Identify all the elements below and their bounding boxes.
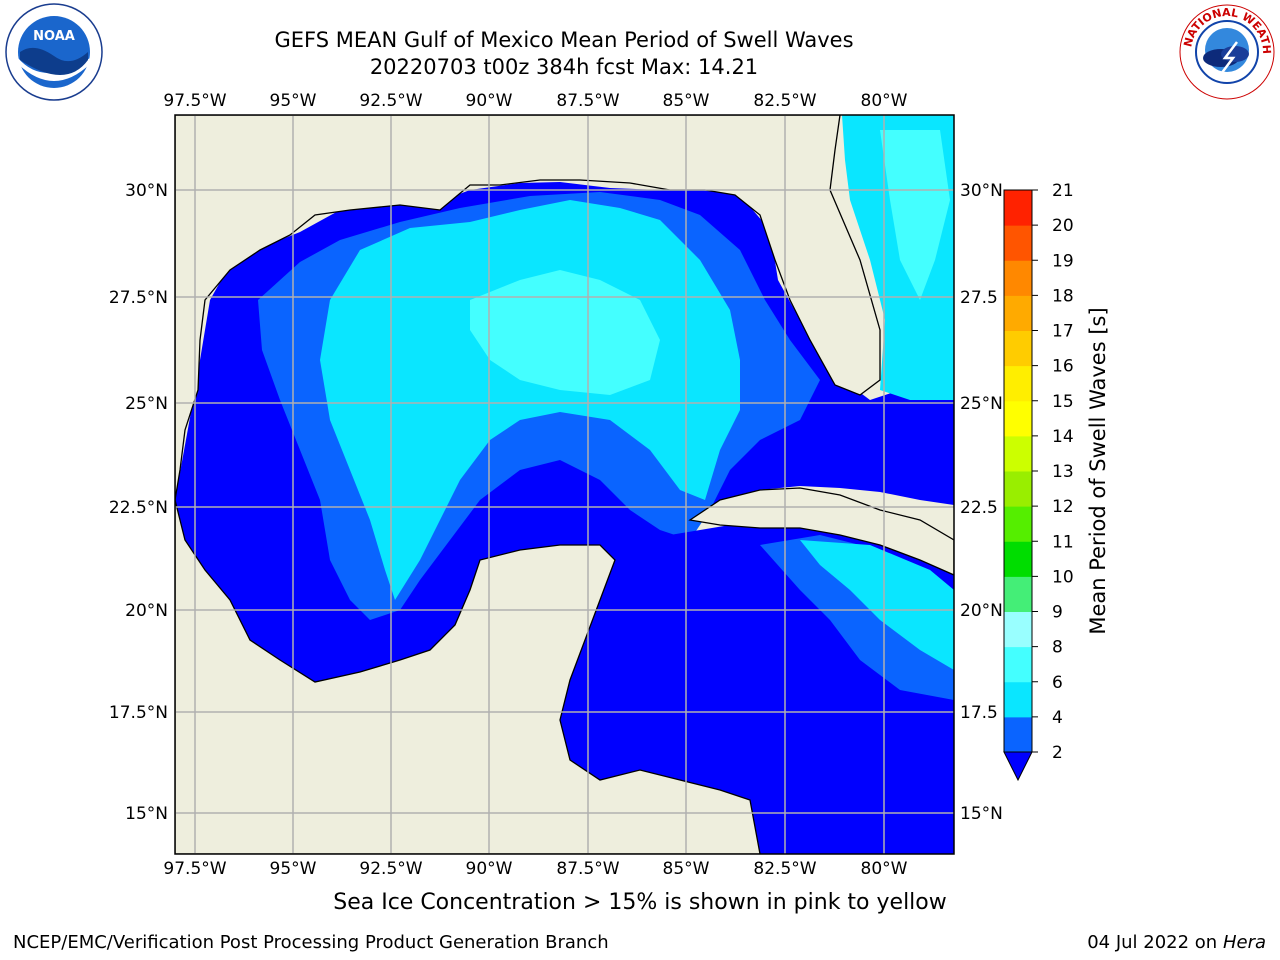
- lon-label-top: 80°W: [861, 91, 908, 111]
- lon-label-bottom: 92.5°W: [359, 859, 422, 879]
- lon-label-bottom: 87.5°W: [556, 859, 619, 879]
- colorbar-segment: [1004, 295, 1032, 331]
- colorbar-segment: [1004, 646, 1032, 683]
- colorbar-tick-label: 20: [1052, 216, 1074, 236]
- colorbar-segment: [1004, 681, 1032, 718]
- footer-machine: Hera: [1222, 932, 1266, 953]
- lat-label-left: 20°N: [125, 601, 168, 621]
- gulf-swell-6-8s: [470, 270, 660, 395]
- land-cuba: [688, 487, 954, 576]
- footer-date: 04 Jul 2022 on Hera: [1087, 932, 1266, 953]
- colorbar-segment: [1004, 190, 1032, 226]
- lon-label-top: 97.5°W: [163, 91, 226, 111]
- lat-label-right: 27.5: [960, 288, 998, 308]
- noaa-logo-text: NOAA: [33, 29, 75, 44]
- colorbar-segment: [1004, 330, 1032, 367]
- lon-label-top: 87.5°W: [556, 91, 619, 111]
- colorbar-tick-label: 8: [1052, 638, 1063, 658]
- lon-label-bottom: 97.5°W: [163, 859, 226, 879]
- lon-label-top: 82.5°W: [753, 91, 816, 111]
- map-frame: [174, 114, 955, 855]
- lat-label-right: 15°N: [960, 804, 1003, 824]
- noaa-logo: NOAA: [5, 3, 103, 101]
- colorbar-tick-label: 10: [1052, 567, 1074, 587]
- colorbar-tick-label: 18: [1052, 286, 1074, 306]
- land-mexico: [175, 499, 761, 854]
- colorbar-segment: [1004, 611, 1032, 648]
- colorbar-tick-label: 6: [1052, 673, 1063, 693]
- lat-label-right: 25°N: [960, 394, 1003, 414]
- colorbar-tick-label: 12: [1052, 497, 1074, 517]
- colorbar-segment: [1004, 400, 1032, 437]
- colorbar-segment: [1004, 471, 1032, 507]
- colorbar-tick-label: 4: [1052, 708, 1063, 728]
- colorbar: 2 4 6 8 9 10 11 12 13 14 15 16 17 18 19 20 21: [1003, 181, 1074, 782]
- colorbar-segment: [1004, 435, 1032, 472]
- map-plot-area: [175, 115, 954, 854]
- lat-label-left: 25°N: [125, 394, 168, 414]
- map-title-line1: GEFS MEAN Gulf of Mexico Mean Period of …: [274, 28, 854, 52]
- atlantic-swell-6-8s: [880, 130, 950, 300]
- lat-labels-left: 30°N 27.5°N 25°N 22.5°N 20°N 17.5°N 15°N: [109, 181, 168, 824]
- lat-labels-right: 30°N 27.5 25°N 22.5 20°N 17.5 15°N: [960, 181, 1003, 824]
- lon-label-top: 92.5°W: [359, 91, 422, 111]
- lon-labels-bottom: 97.5°W 95°W 92.5°W 90°W 87.5°W 85°W 82.5…: [163, 859, 907, 879]
- nws-logo: NATIONAL WEATHER SERVICE: [1177, 2, 1275, 100]
- colorbar-segment: [1004, 576, 1032, 612]
- colorbar-tick-label: 15: [1052, 392, 1074, 412]
- lat-label-left: 30°N: [125, 181, 168, 201]
- colorbar-label: Mean Period of Swell Waves [s]: [1086, 307, 1110, 634]
- lon-label-top: 90°W: [466, 91, 513, 111]
- colorbar-tick-label: 2: [1052, 743, 1063, 763]
- lon-label-bottom: 80°W: [861, 859, 908, 879]
- land-north-america: [175, 115, 881, 501]
- lon-label-bottom: 90°W: [466, 859, 513, 879]
- colorbar-tick-label: 9: [1052, 603, 1063, 623]
- colorbar-segment: [1004, 541, 1032, 577]
- colorbar-tick-label: 11: [1052, 532, 1074, 552]
- lat-label-left: 17.5°N: [109, 703, 168, 723]
- map-graticule: [175, 115, 954, 854]
- lon-label-top: 95°W: [270, 91, 317, 111]
- colorbar-segment: [1004, 716, 1032, 753]
- lon-label-bottom: 82.5°W: [753, 859, 816, 879]
- lat-label-left: 22.5°N: [109, 498, 168, 518]
- colorbar-tick-label: 13: [1052, 462, 1074, 482]
- lat-label-right: 20°N: [960, 601, 1003, 621]
- lat-label-right: 22.5: [960, 498, 998, 518]
- lat-label-right: 17.5: [960, 703, 998, 723]
- lon-label-top: 85°W: [663, 91, 710, 111]
- lon-label-bottom: 95°W: [270, 859, 317, 879]
- colorbar-segment: [1004, 260, 1032, 296]
- colorbar-tick-label: 21: [1052, 181, 1074, 201]
- lat-label-left: 15°N: [125, 804, 168, 824]
- map-title-line2: 20220703 t00z 384h fcst Max: 14.21: [369, 55, 759, 79]
- sea-ice-note: Sea Ice Concentration > 15% is shown in …: [333, 890, 947, 915]
- footer-date-text: 04 Jul 2022 on: [1087, 932, 1223, 953]
- colorbar-tick-label: 14: [1052, 427, 1074, 447]
- lon-label-bottom: 85°W: [663, 859, 710, 879]
- lon-labels-top: 97.5°W 95°W 92.5°W 90°W 87.5°W 85°W 82.5…: [163, 91, 907, 111]
- colorbar-under-extension: [1003, 751, 1033, 782]
- colorbar-segment: [1004, 365, 1032, 402]
- colorbar-segment: [1004, 506, 1032, 542]
- colorbar-segment: [1004, 225, 1032, 261]
- caribbean-swell-4-6s: [800, 540, 954, 670]
- colorbar-tick-label: 16: [1052, 357, 1074, 377]
- lat-label-left: 27.5°N: [109, 288, 168, 308]
- footer-branch: NCEP/EMC/Verification Post Processing Pr…: [13, 932, 609, 953]
- colorbar-tick-label: 19: [1052, 251, 1074, 271]
- colorbar-tick-label: 17: [1052, 322, 1074, 342]
- lat-label-right: 30°N: [960, 181, 1003, 201]
